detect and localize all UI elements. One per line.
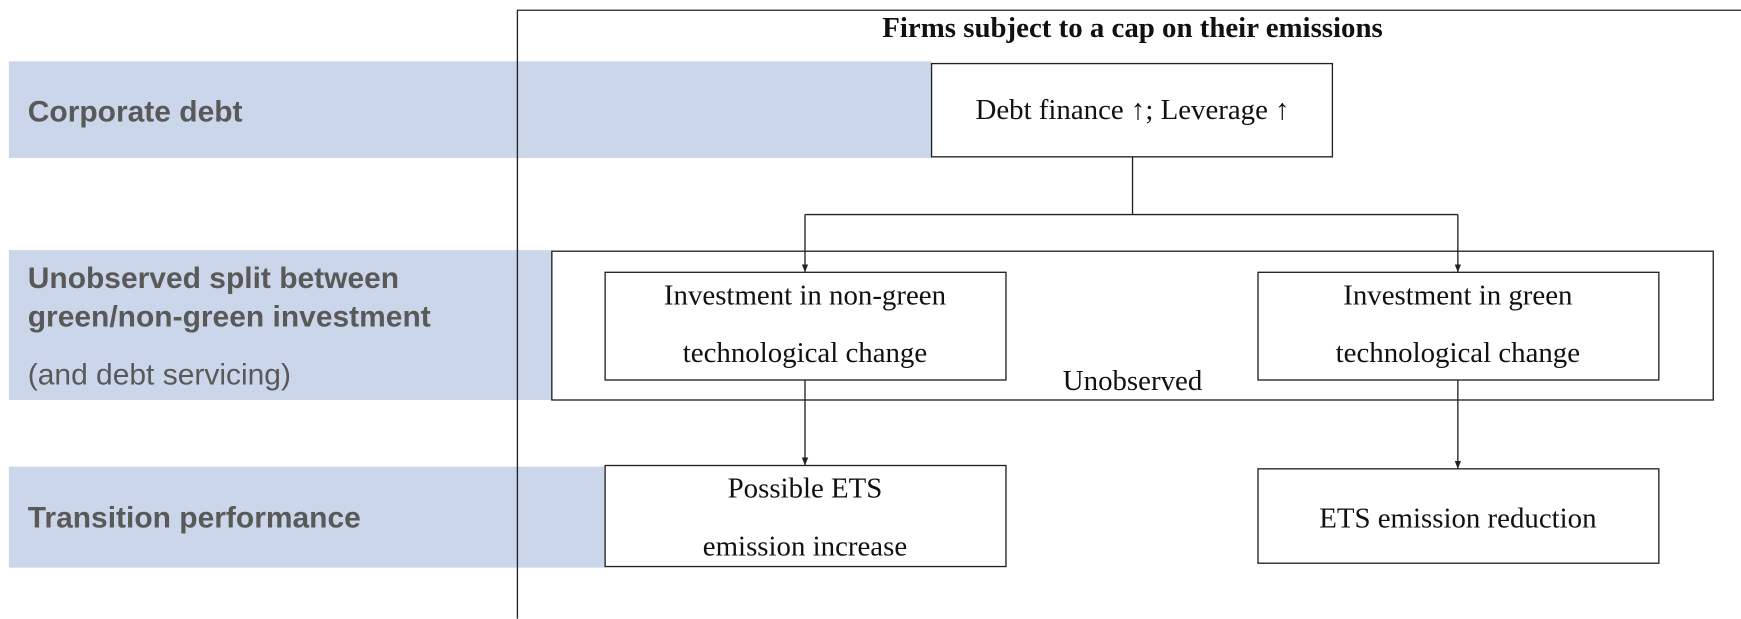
- connector: [804, 156, 1458, 216]
- node-text: emission increase: [703, 530, 907, 562]
- node-box: [604, 464, 1007, 568]
- row-band: [8, 61, 932, 158]
- row-label: green/non-green investment: [28, 301, 431, 334]
- row-note: (and debt servicing): [28, 358, 291, 391]
- node-text: Possible ETS: [728, 473, 883, 505]
- node-box: [1257, 468, 1660, 564]
- node-text: ETS emission reduction: [1319, 503, 1596, 535]
- node-box: [604, 271, 1007, 381]
- node-text: Investment in non-green: [664, 280, 946, 312]
- title: Firms subject to a cap on their emission…: [882, 12, 1382, 44]
- row-band: [8, 250, 552, 400]
- row-label: Transition performance: [28, 502, 361, 535]
- row-band: [8, 466, 606, 568]
- node-text: Debt finance ↑; Leverage ↑: [975, 94, 1289, 126]
- node-box: [930, 62, 1334, 158]
- node-box: [1257, 271, 1660, 381]
- row-label: Unobserved split between: [28, 262, 399, 295]
- node-text: technological change: [1336, 337, 1580, 369]
- group-label: Unobserved: [1063, 365, 1203, 397]
- row-label: Corporate debt: [28, 95, 243, 128]
- node-text: technological change: [683, 337, 927, 369]
- frame: [516, 9, 1741, 619]
- node-text: Investment in green: [1343, 280, 1572, 312]
